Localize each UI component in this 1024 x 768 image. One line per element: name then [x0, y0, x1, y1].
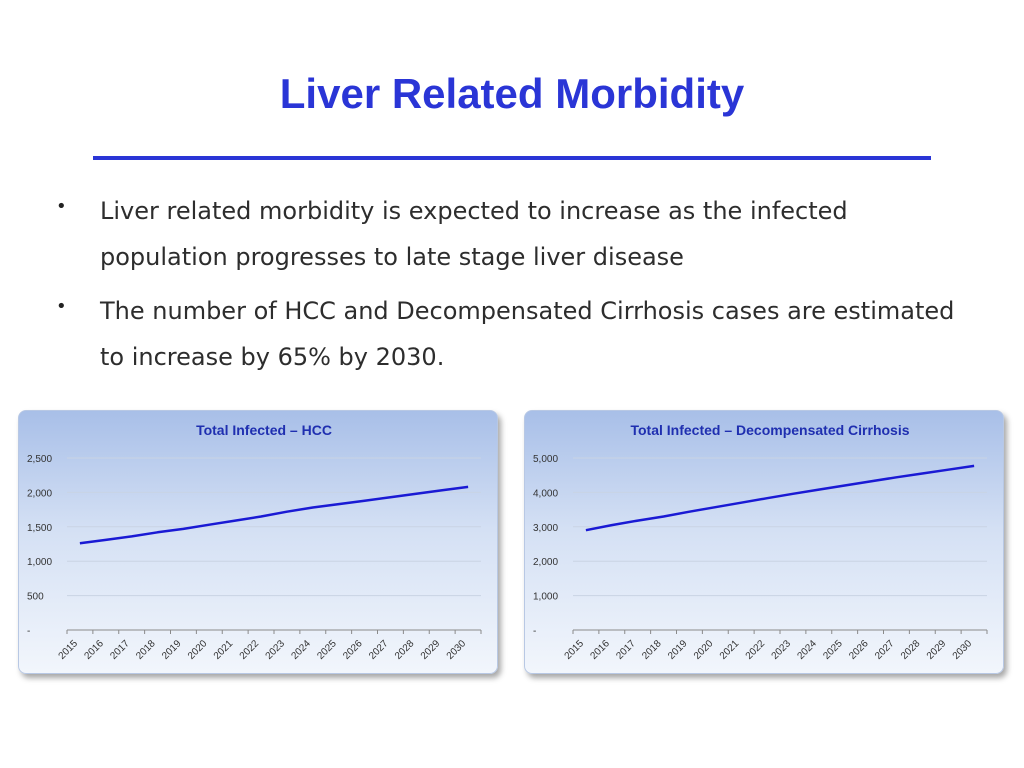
chart-decompensated-cirrhosis: Total Infected – Decompensated Cirrhosis…: [524, 410, 1004, 674]
chart-hcc: Total Infected – HCC - 500 1,000 1,500 2,000 2…: [18, 410, 498, 674]
x-tick-label: 2018: [640, 638, 664, 662]
y-tick-label: -: [27, 626, 30, 637]
chart-title: Total Infected – HCC: [196, 422, 332, 438]
y-tick-label: 1,500: [27, 523, 52, 534]
title-underline: [93, 156, 931, 160]
x-tick-label: 2027: [873, 638, 897, 662]
bullet-glyph: •: [56, 196, 67, 217]
x-tick-label: 2015: [57, 638, 81, 662]
y-tick-label: 2,500: [27, 454, 52, 465]
y-tick-label: -: [533, 626, 536, 637]
x-tick-label: 2028: [393, 638, 417, 662]
x-tick-label: 2028: [899, 638, 923, 662]
x-tick-label: 2024: [795, 638, 819, 662]
x-tick-label: 2019: [160, 638, 184, 662]
bullet-text: Liver related morbidity is expected to i…: [100, 197, 848, 271]
bullet-text: The number of HCC and Decompensated Cirr…: [100, 297, 955, 371]
chart-title: Total Infected – Decompensated Cirrhosis: [630, 422, 909, 438]
x-tick-label: 2020: [186, 638, 210, 662]
series-line: [585, 464, 975, 532]
x-tick-label: 2030: [445, 638, 469, 662]
x-tick-label: 2023: [770, 638, 794, 662]
x-tick-label: 2021: [212, 638, 236, 662]
x-tick-label: 2020: [692, 638, 716, 662]
x-tick-label: 2030: [951, 638, 975, 662]
y-tick-label: 1,000: [533, 592, 558, 603]
page-title: Liver Related Morbidity: [279, 70, 745, 117]
x-tick-label: 2017: [108, 638, 132, 662]
x-tick-label: 2022: [744, 638, 768, 662]
x-tick-label: 2027: [367, 638, 391, 662]
y-tick-label: 2,000: [533, 557, 558, 568]
bullet-glyph: •: [56, 296, 67, 317]
x-tick-label: 2022: [238, 638, 262, 662]
x-tick-label: 2025: [315, 638, 339, 662]
x-tick-label: 2029: [925, 638, 949, 662]
x-tick-label: 2016: [588, 638, 612, 662]
x-tick-label: 2017: [614, 638, 638, 662]
y-tick-label: 2,000: [27, 488, 52, 499]
x-tick-label: 2024: [289, 638, 313, 662]
y-tick-label: 3,000: [533, 523, 558, 534]
y-tick-label: 500: [27, 592, 44, 603]
y-tick-label: 4,000: [533, 488, 558, 499]
bullet-item: • The number of HCC and Decompensated Ci…: [56, 288, 956, 380]
x-tick-label: 2021: [718, 638, 742, 662]
x-tick-label: 2015: [563, 638, 587, 662]
x-tick-label: 2018: [134, 638, 158, 662]
bullet-list: • Liver related morbidity is expected to…: [56, 188, 956, 388]
x-tick-label: 2016: [82, 638, 106, 662]
x-tick-label: 2025: [821, 638, 845, 662]
chart-hcc-svg: Total Infected – HCC - 500 1,000 1,500 2,000 2…: [27, 422, 482, 662]
y-tick-label: 1,000: [27, 557, 52, 568]
x-tick-label: 2019: [666, 638, 690, 662]
x-tick-label: 2029: [419, 638, 443, 662]
x-tick-label: 2023: [264, 638, 288, 662]
y-tick-label: 5,000: [533, 454, 558, 465]
series-line: [79, 485, 469, 545]
x-tick-label: 2026: [341, 638, 365, 662]
chart-dc-svg: Total Infected – Decompensated Cirrhosis…: [533, 422, 988, 662]
bullet-item: • Liver related morbidity is expected to…: [56, 188, 956, 280]
x-tick-label: 2026: [847, 638, 871, 662]
